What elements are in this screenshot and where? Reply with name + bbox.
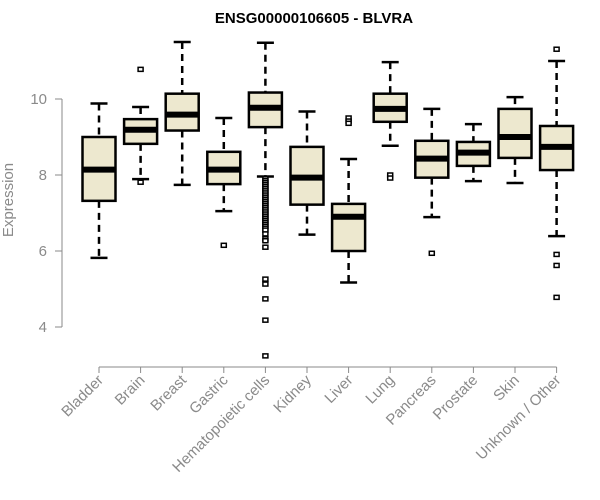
y-axis-label: Expression bbox=[0, 163, 17, 237]
outlier-point bbox=[262, 317, 269, 323]
x-tick-label: Liver bbox=[321, 372, 356, 407]
outlier-point bbox=[553, 46, 560, 52]
box-iqr bbox=[497, 107, 533, 160]
outlier-point bbox=[262, 237, 269, 244]
y-tick-label: 8 bbox=[39, 167, 47, 184]
x-tick-label: Skin bbox=[490, 372, 523, 405]
outlier-point bbox=[262, 296, 269, 302]
outlier-point bbox=[262, 353, 269, 359]
x-tick-label: Bladder bbox=[58, 372, 107, 421]
x-tick-label: Prostate bbox=[430, 372, 482, 424]
outlier-point bbox=[428, 250, 436, 257]
chart-title: ENSG00000106605 - BLVRA bbox=[215, 10, 413, 27]
y-tick-label: 4 bbox=[39, 319, 47, 336]
x-tick-label: Breast bbox=[147, 371, 190, 414]
outlier-point bbox=[553, 251, 560, 258]
box-iqr bbox=[330, 202, 367, 253]
outlier-point bbox=[386, 175, 394, 181]
outlier-point bbox=[262, 276, 269, 282]
outlier-point bbox=[262, 244, 269, 250]
outlier-point bbox=[345, 120, 352, 127]
x-tick-label: Lung bbox=[362, 372, 398, 408]
outlier-point bbox=[137, 179, 144, 185]
outlier-point bbox=[553, 294, 560, 301]
outlier-point bbox=[262, 281, 269, 287]
outlier-point bbox=[262, 231, 269, 237]
outlier-point bbox=[137, 66, 144, 73]
x-tick-label: Kidney bbox=[270, 371, 315, 416]
outlier-point bbox=[220, 242, 228, 249]
y-tick-label: 6 bbox=[39, 243, 47, 260]
outlier-point bbox=[553, 262, 560, 269]
y-tick-label: 10 bbox=[30, 91, 47, 108]
x-tick-label: Brain bbox=[112, 372, 149, 409]
